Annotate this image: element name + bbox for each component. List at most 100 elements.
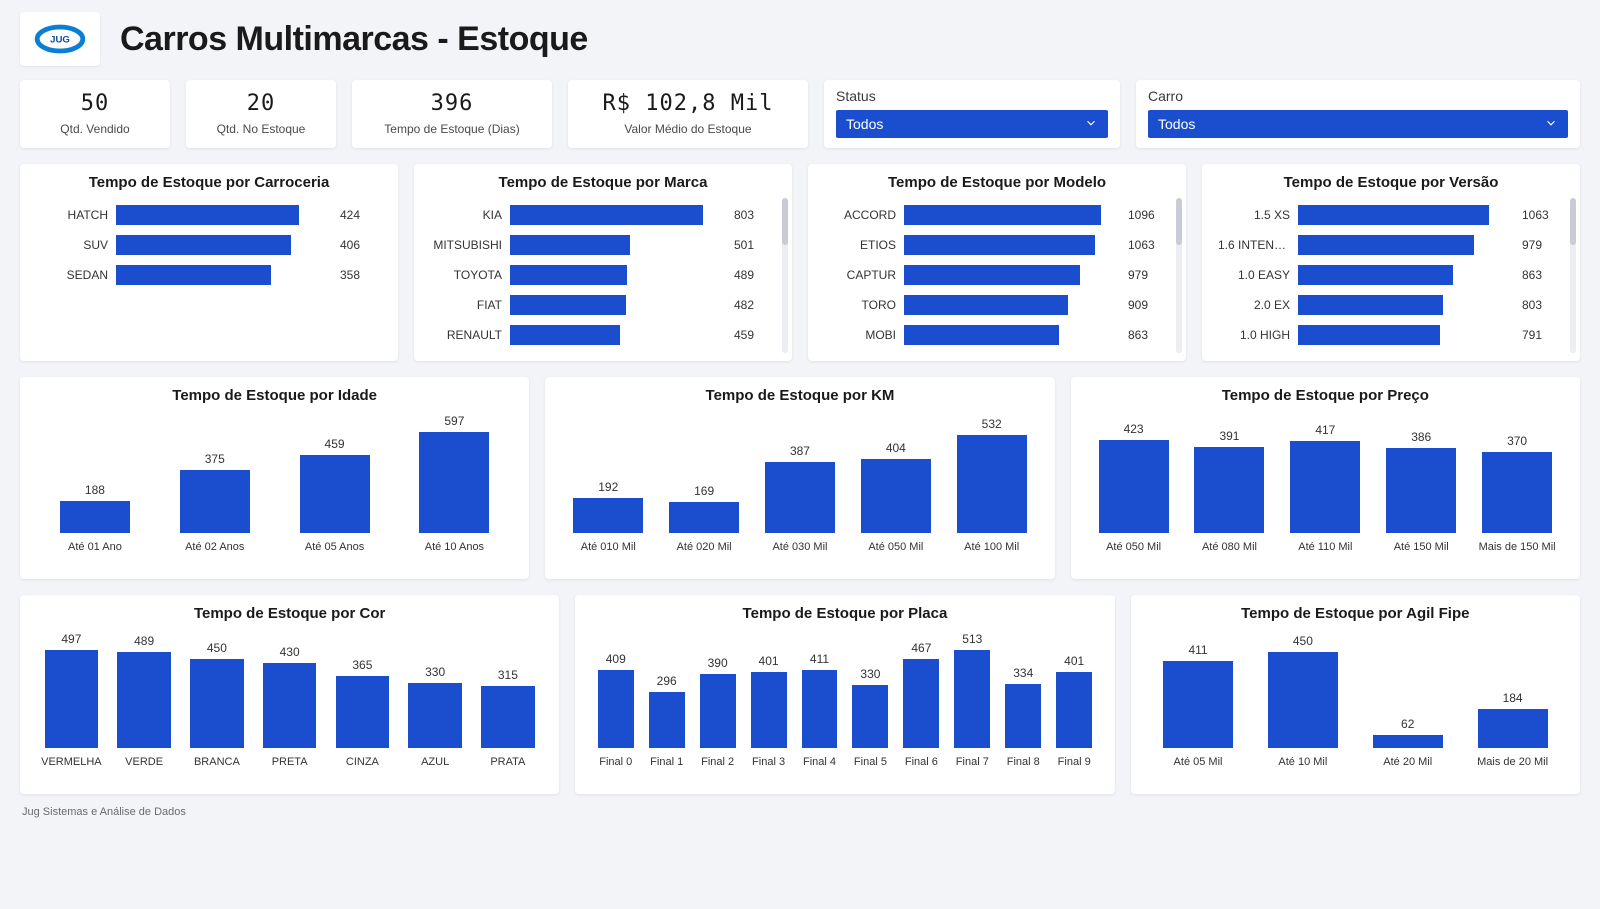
- vbar-label: Até 050 Mil: [868, 541, 923, 567]
- hbar-row[interactable]: TOYOTA489: [430, 265, 770, 285]
- filter-status-select[interactable]: Todos: [836, 110, 1108, 138]
- vbar-col[interactable]: 404Até 050 Mil: [851, 441, 941, 567]
- filter-carro-select[interactable]: Todos: [1148, 110, 1568, 138]
- vbar-label: Até 020 Mil: [677, 541, 732, 567]
- scrollbar-thumb[interactable]: [1176, 198, 1182, 245]
- vbar-col[interactable]: 184Mais de 20 Mil: [1463, 691, 1562, 782]
- vbar-col[interactable]: 296Final 1: [644, 674, 689, 782]
- hbar-value: 803: [734, 208, 770, 222]
- hbar-fill: [116, 235, 291, 255]
- chart-carroceria[interactable]: Tempo de Estoque por Carroceria HATCH424…: [20, 164, 398, 361]
- hbar-row[interactable]: KIA803: [430, 205, 770, 225]
- vbar-label: VERDE: [125, 756, 163, 782]
- hbar-row[interactable]: HATCH424: [36, 205, 376, 225]
- scrollbar[interactable]: [782, 198, 788, 353]
- vbar-col[interactable]: 450BRANCA: [184, 641, 251, 781]
- vbar-rect: [700, 674, 736, 748]
- vbar-rect: [419, 432, 489, 533]
- vbar-label: Até 150 Mil: [1394, 541, 1449, 567]
- hbar-row[interactable]: 2.0 EX803: [1218, 295, 1558, 315]
- scrollbar[interactable]: [1176, 198, 1182, 353]
- vbar-col[interactable]: 387Até 030 Mil: [755, 444, 845, 567]
- vbar-col[interactable]: 411Final 4: [797, 652, 842, 782]
- chart-versao[interactable]: Tempo de Estoque por Versão 1.5 XS10631.…: [1202, 164, 1580, 361]
- hbar-track: [1298, 265, 1514, 285]
- chart-placa[interactable]: Tempo de Estoque por Placa 409Final 0296…: [575, 595, 1114, 794]
- filter-status-value: Todos: [846, 116, 883, 132]
- scrollbar-thumb[interactable]: [782, 198, 788, 245]
- chart-marca[interactable]: Tempo de Estoque por Marca KIA803MITSUBI…: [414, 164, 792, 361]
- hbar-row[interactable]: 1.0 HIGH791: [1218, 325, 1558, 345]
- vbar-rect: [1056, 672, 1092, 748]
- hbar-track: [510, 235, 726, 255]
- vbar-col[interactable]: 370Mais de 150 Mil: [1472, 434, 1562, 567]
- vbar-col[interactable]: 188Até 01 Ano: [38, 483, 152, 567]
- scrollbar-thumb[interactable]: [1570, 198, 1576, 245]
- hbar-row[interactable]: MOBI863: [824, 325, 1164, 345]
- vbar-value: 467: [911, 641, 931, 655]
- hbar-row[interactable]: ACCORD1096: [824, 205, 1164, 225]
- vbar-col[interactable]: 489VERDE: [111, 634, 178, 782]
- vbar-col[interactable]: 532Até 100 Mil: [947, 417, 1037, 567]
- chart-cor[interactable]: Tempo de Estoque por Cor 497VERMELHA489V…: [20, 595, 559, 794]
- vbar-col[interactable]: 401Final 3: [746, 654, 791, 782]
- vbar-col[interactable]: 391Até 080 Mil: [1185, 429, 1275, 567]
- vbar-col[interactable]: 330Final 5: [848, 667, 893, 782]
- hbar-label: 1.0 HIGH: [1218, 328, 1290, 342]
- vbar-rect: [300, 455, 370, 533]
- hbar-row[interactable]: 1.0 EASY863: [1218, 265, 1558, 285]
- chart-km[interactable]: Tempo de Estoque por KM 192Até 010 Mil16…: [545, 377, 1054, 579]
- vbar-value: 411: [1188, 643, 1207, 657]
- hbar-row[interactable]: 1.6 INTENSE979: [1218, 235, 1558, 255]
- vbar-label: PRETA: [272, 756, 308, 782]
- vbar-col[interactable]: 459Até 05 Anos: [278, 437, 392, 567]
- filter-label: Status: [836, 88, 1108, 104]
- vbar-col[interactable]: 513Final 7: [950, 632, 995, 781]
- hbar-row[interactable]: SEDAN358: [36, 265, 376, 285]
- vbar-col[interactable]: 597Até 10 Anos: [397, 414, 511, 567]
- vbar-col[interactable]: 169Até 020 Mil: [659, 484, 749, 567]
- vbar-label: Até 050 Mil: [1106, 541, 1161, 567]
- chart-agil-fipe[interactable]: Tempo de Estoque por Agil Fipe 411Até 05…: [1131, 595, 1580, 794]
- chevron-down-icon: [1544, 116, 1558, 133]
- vbar-col[interactable]: 365CINZA: [329, 658, 396, 782]
- chart-preco[interactable]: Tempo de Estoque por Preço 423Até 050 Mi…: [1071, 377, 1580, 579]
- vbar-col[interactable]: 450Até 10 Mil: [1253, 634, 1352, 781]
- vbar-col[interactable]: 409Final 0: [593, 652, 638, 782]
- vbar-col[interactable]: 401Final 9: [1052, 654, 1097, 782]
- vbar-col[interactable]: 467Final 6: [899, 641, 944, 782]
- vbar-rect: [1268, 652, 1338, 747]
- chart-idade[interactable]: Tempo de Estoque por Idade 188Até 01 Ano…: [20, 377, 529, 579]
- vbar-col[interactable]: 334Final 8: [1001, 666, 1046, 781]
- hbar-row[interactable]: SUV406: [36, 235, 376, 255]
- hbar-row[interactable]: CAPTUR979: [824, 265, 1164, 285]
- vbar-value: 334: [1013, 666, 1033, 680]
- hbar-fill: [510, 295, 626, 315]
- vbar-col[interactable]: 390Final 2: [695, 656, 740, 782]
- vbar-col[interactable]: 375Até 02 Anos: [158, 452, 272, 567]
- kpi-qtd-vendido: 50 Qtd. Vendido: [20, 80, 170, 148]
- hbar-row[interactable]: MITSUBISHI501: [430, 235, 770, 255]
- vbar-col[interactable]: 497VERMELHA: [38, 632, 105, 782]
- hbar-fill: [904, 205, 1101, 225]
- hbar-row[interactable]: TORO909: [824, 295, 1164, 315]
- hbar-track: [1298, 235, 1514, 255]
- vbar-col[interactable]: 192Até 010 Mil: [563, 480, 653, 567]
- vbar-col[interactable]: 330AZUL: [402, 665, 469, 782]
- vbar-col[interactable]: 411Até 05 Mil: [1149, 643, 1248, 782]
- logo: JUG: [20, 12, 100, 66]
- chart-modelo[interactable]: Tempo de Estoque por Modelo ACCORD1096ET…: [808, 164, 1186, 361]
- vbar-col[interactable]: 386Até 150 Mil: [1376, 430, 1466, 567]
- vbar-col[interactable]: 430PRETA: [256, 645, 323, 781]
- vbar-rect: [1386, 448, 1456, 533]
- hbar-row[interactable]: ETIOS1063: [824, 235, 1164, 255]
- vbar-col[interactable]: 423Até 050 Mil: [1089, 422, 1179, 567]
- vbar-col[interactable]: 62Até 20 Mil: [1358, 717, 1457, 782]
- hbar-row[interactable]: 1.5 XS1063: [1218, 205, 1558, 225]
- hbar-row[interactable]: RENAULT459: [430, 325, 770, 345]
- vbar-label: AZUL: [421, 756, 449, 782]
- hbar-row[interactable]: FIAT482: [430, 295, 770, 315]
- vbar-col[interactable]: 315PRATA: [475, 668, 542, 782]
- scrollbar[interactable]: [1570, 198, 1576, 353]
- vbar-col[interactable]: 417Até 110 Mil: [1280, 423, 1370, 567]
